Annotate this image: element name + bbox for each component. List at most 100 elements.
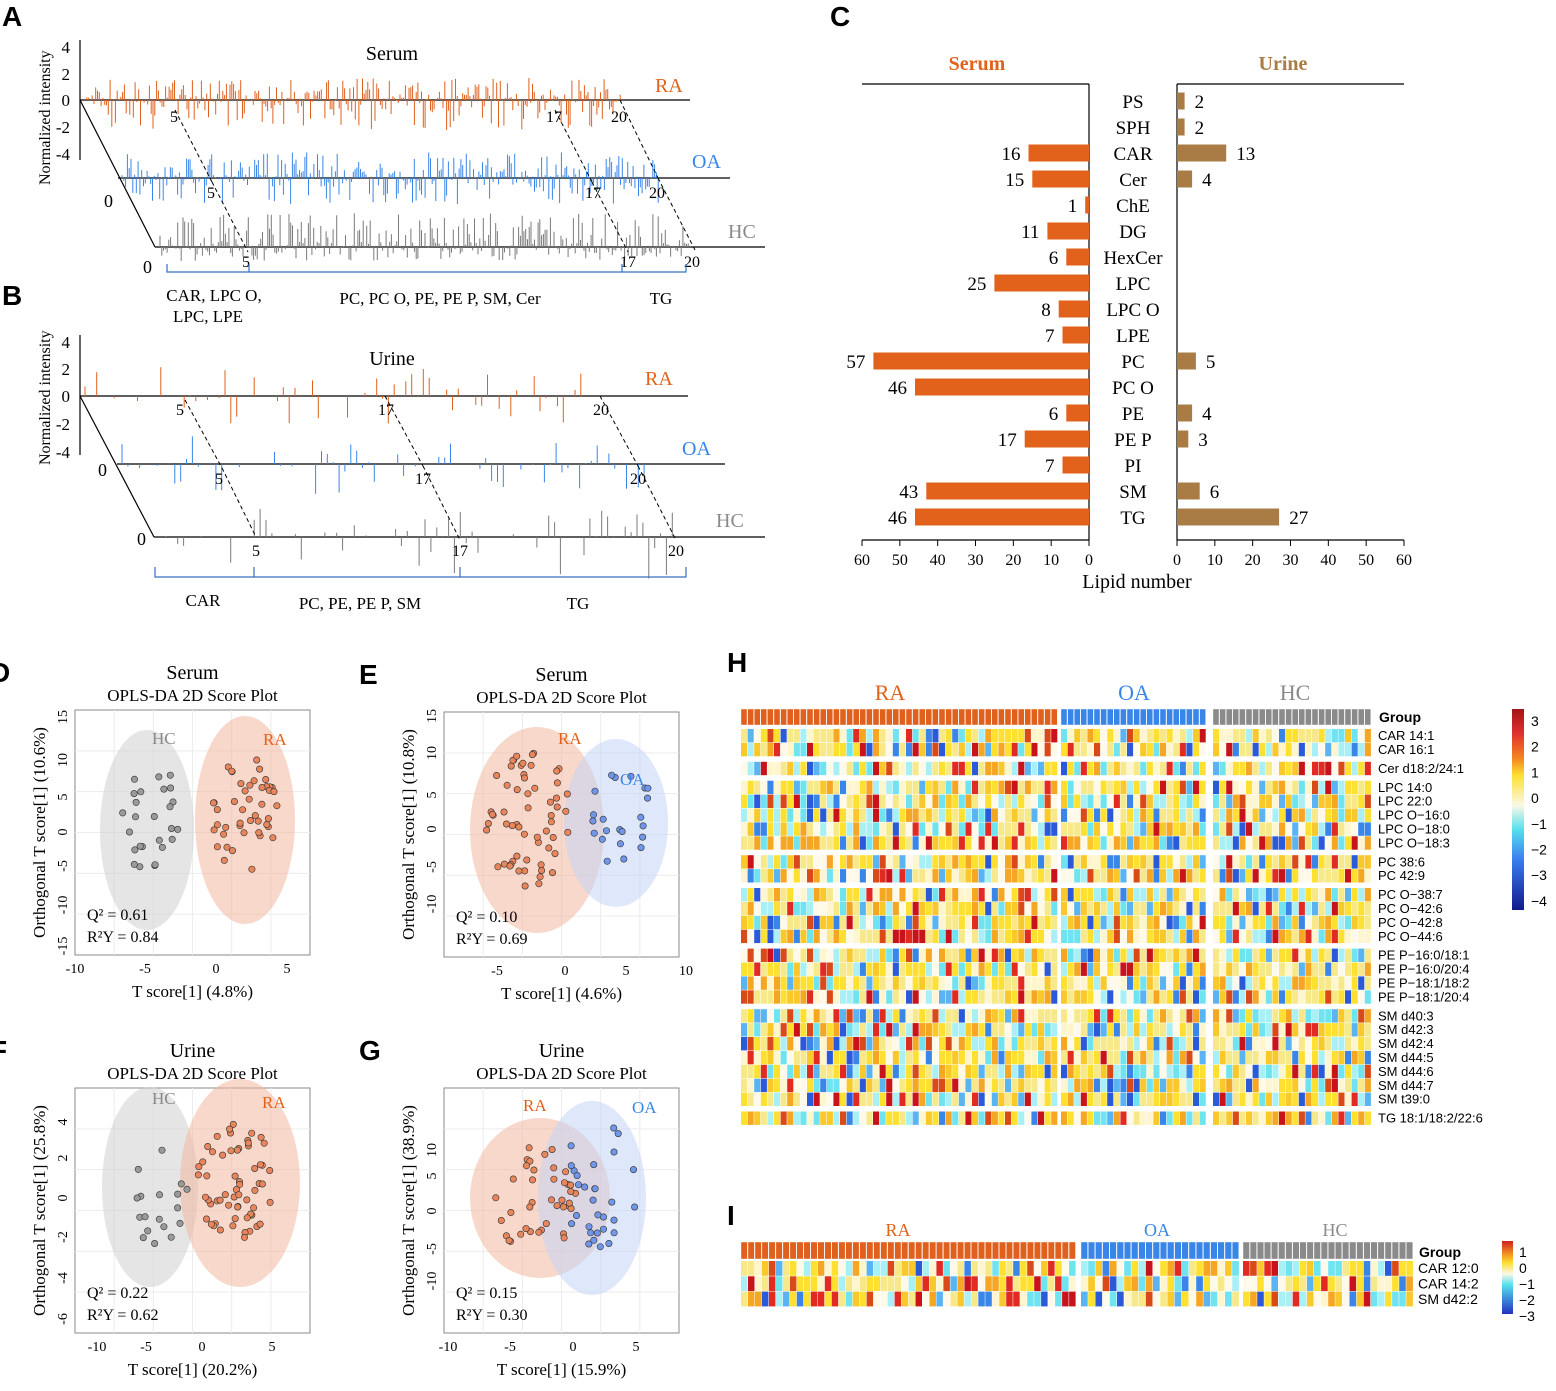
score-point <box>258 800 266 808</box>
score-point <box>591 787 599 795</box>
heatmap-cell <box>1210 1291 1218 1307</box>
heatmap-cell <box>1095 1291 1103 1307</box>
heatmap-cell <box>1259 990 1266 1004</box>
heatmap-cell <box>1285 1023 1292 1037</box>
panel-a-marker: 17 <box>546 109 562 126</box>
heatmap-cell <box>965 761 972 776</box>
heatmap-cell <box>1080 948 1087 962</box>
heatmap-cell <box>833 948 840 962</box>
heatmap-cell <box>796 1291 804 1307</box>
heatmap-cell <box>1318 794 1325 808</box>
heatmap-cell <box>945 780 952 795</box>
heatmap-cell <box>906 855 913 869</box>
heatmap-cell <box>978 780 985 795</box>
panel-b-label-ra: RA <box>645 368 673 390</box>
heatmap-cell <box>998 780 1005 795</box>
heatmap-cell <box>899 1050 906 1065</box>
heatmap-cell <box>925 1009 932 1023</box>
score-point <box>199 1158 207 1166</box>
heatmap-cell <box>1031 901 1038 916</box>
heatmap-cell <box>1272 1009 1279 1023</box>
heatmap-cell <box>780 948 787 962</box>
heatmap-cell <box>1127 780 1134 795</box>
score-point <box>166 803 174 811</box>
heatmap-cell <box>1399 1276 1406 1292</box>
heatmap-cell <box>1325 794 1332 808</box>
colorbar-tick-label: 1 <box>1531 764 1539 780</box>
heatmap-cell <box>1038 929 1045 944</box>
heatmap-cell <box>1305 915 1312 930</box>
heatmap-cell <box>879 1092 886 1106</box>
score-point <box>236 819 244 827</box>
panel-b-marker: 5 <box>176 402 184 419</box>
score-point <box>216 1226 224 1234</box>
heatmap-cell <box>1342 1291 1349 1307</box>
heatmap-cell <box>892 901 899 916</box>
heatmap-cell <box>939 794 946 808</box>
heatmap-cell <box>1213 761 1220 776</box>
heatmap-cell <box>1199 1092 1206 1106</box>
heatmap-cell <box>826 1064 833 1079</box>
heatmap-cell <box>775 1276 783 1292</box>
heatmap-cell <box>1140 1064 1147 1079</box>
heatmap-row-label: PC O−42:6 <box>1378 901 1443 916</box>
heatmap-cell <box>1087 1078 1094 1093</box>
heatmap-cell <box>793 761 800 776</box>
heatmap-cell <box>1011 836 1018 850</box>
heatmap-cell <box>852 1261 860 1276</box>
heatmap-cell <box>1279 948 1286 962</box>
heatmap-cell <box>1239 948 1246 962</box>
heatmap-cell <box>780 1023 787 1037</box>
group-bar-cell <box>879 708 886 726</box>
heatmap-cell <box>1252 855 1259 869</box>
heatmap-cell <box>1038 1050 1045 1065</box>
heatmap-cell <box>892 1037 899 1051</box>
heatmap-cell <box>932 1078 939 1093</box>
group-bar-cell <box>1020 1241 1027 1260</box>
heatmap-cell <box>1351 1078 1358 1093</box>
heatmap-cell <box>880 1261 888 1276</box>
heatmap-cell <box>1074 822 1081 836</box>
score-point <box>223 843 231 851</box>
panel-a-zero-hc: 0 <box>143 257 152 277</box>
heatmap-cell <box>774 1111 781 1125</box>
heatmap-cell <box>1031 869 1038 883</box>
heatmap-cell <box>958 1064 965 1079</box>
heatmap-cell <box>1318 761 1325 776</box>
heatmap-cell <box>1005 1111 1012 1125</box>
heatmap-cell <box>840 729 847 743</box>
heatmap-cell <box>1331 1092 1338 1106</box>
heatmap-cell <box>965 822 972 836</box>
heatmap-cell <box>1011 901 1018 916</box>
heatmap-cell <box>1199 729 1206 743</box>
heatmap-cell <box>1179 948 1186 962</box>
heatmap-cell <box>1325 836 1332 850</box>
heatmap-cell <box>789 1261 797 1276</box>
heatmap-cell <box>1358 822 1365 836</box>
score-group-label: HC <box>152 1089 176 1108</box>
heatmap-cell <box>1338 976 1345 990</box>
heatmap-cell <box>1239 836 1246 850</box>
heatmap-cell <box>899 888 906 902</box>
heatmap-cell <box>747 990 754 1004</box>
heatmap-cell <box>1120 929 1127 944</box>
heatmap-cell <box>1041 1276 1048 1292</box>
group-bar-cell <box>800 708 807 726</box>
panel-a-title: Serum <box>366 43 419 65</box>
heatmap-cell <box>899 780 906 795</box>
score-point <box>222 823 230 831</box>
heatmap-cell <box>1173 1009 1180 1023</box>
panel-b-depth-axis <box>79 395 155 538</box>
group-bar-cell <box>839 708 847 726</box>
heatmap-cell <box>873 742 880 757</box>
heatmap-cell <box>1055 1261 1062 1276</box>
score-point <box>156 1191 164 1199</box>
heatmap-cell <box>1305 1050 1312 1065</box>
heatmap-cell <box>1146 888 1153 902</box>
heatmap-cell <box>1232 1037 1239 1051</box>
heatmap-cell <box>1061 976 1068 990</box>
heatmap-cell <box>1246 962 1253 976</box>
heatmap-cell <box>1160 742 1167 757</box>
heatmap-cell <box>1298 729 1305 743</box>
